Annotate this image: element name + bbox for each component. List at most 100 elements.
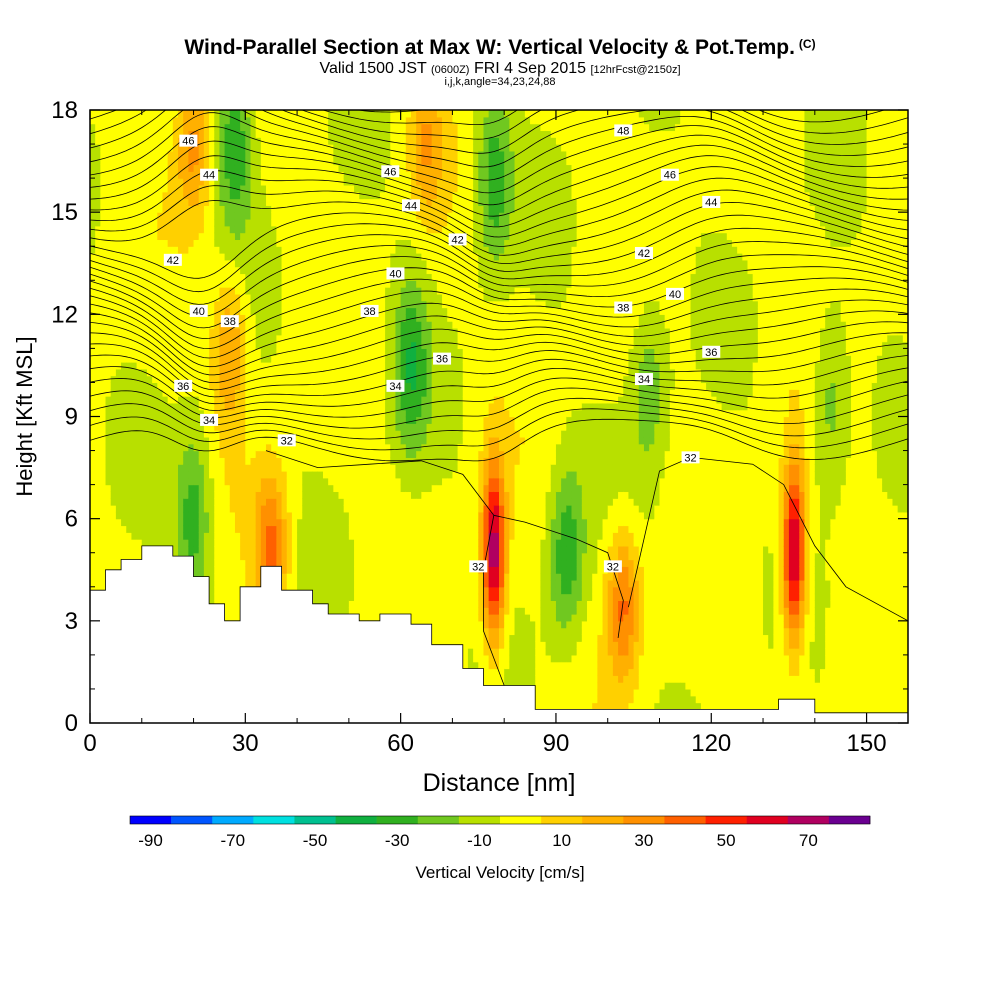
velocity-cell (137, 444, 143, 451)
velocity-cell (142, 396, 148, 403)
velocity-cell (152, 389, 158, 396)
velocity-cell (209, 199, 215, 206)
velocity-cell (209, 124, 215, 131)
velocity-cell (230, 539, 236, 546)
velocity-cell (199, 485, 205, 492)
velocity-cell (168, 246, 174, 253)
velocity-cell (100, 130, 106, 137)
velocity-cell (245, 464, 251, 471)
velocity-cell (162, 396, 168, 403)
velocity-cell (266, 417, 272, 424)
velocity-cell (245, 308, 251, 315)
velocity-cell (225, 226, 231, 233)
velocity-cell (142, 423, 148, 430)
velocity-cell (194, 164, 200, 171)
velocity-cell (219, 539, 225, 546)
velocity-cell (240, 553, 246, 560)
velocity-cell (126, 457, 132, 464)
velocity-cell (199, 491, 205, 498)
velocity-cell (137, 164, 143, 171)
velocity-cell (199, 117, 205, 124)
velocity-cell (111, 457, 117, 464)
velocity-cell (121, 423, 127, 430)
velocity-cell (204, 219, 210, 226)
velocity-cell (147, 539, 153, 546)
velocity-cell (121, 185, 127, 192)
velocity-cell (219, 505, 225, 512)
velocity-cell (235, 505, 241, 512)
velocity-cell (261, 348, 267, 355)
velocity-cell (235, 525, 241, 532)
velocity-cell (162, 417, 168, 424)
velocity-cell (235, 273, 241, 280)
velocity-cell (183, 512, 189, 519)
velocity-cell (266, 178, 272, 185)
velocity-cell (261, 144, 267, 151)
velocity-cell (147, 417, 153, 424)
velocity-cell (230, 151, 236, 158)
velocity-cell (106, 233, 112, 240)
velocity-cell (240, 212, 246, 219)
velocity-cell (214, 553, 220, 560)
velocity-cell (188, 512, 194, 519)
velocity-cell (266, 471, 272, 478)
velocity-cell (162, 144, 168, 151)
velocity-cell (178, 512, 184, 519)
velocity-cell (194, 212, 200, 219)
velocity-cell (261, 158, 267, 165)
velocity-cell (90, 314, 96, 321)
velocity-cell (225, 546, 231, 553)
velocity-cell (157, 130, 163, 137)
velocity-cell (157, 233, 163, 240)
velocity-cell (142, 280, 148, 287)
velocity-cell (116, 451, 122, 458)
velocity-cell (100, 471, 106, 478)
velocity-cell (168, 491, 174, 498)
velocity-cell (121, 335, 127, 342)
velocity-cell (111, 505, 117, 512)
velocity-cell (173, 205, 179, 212)
velocity-cell (230, 253, 236, 260)
velocity-cell (266, 212, 272, 219)
velocity-cell (188, 280, 194, 287)
velocity-cell (106, 444, 112, 451)
velocity-cell (261, 491, 267, 498)
velocity-cell (152, 491, 158, 498)
velocity-cell (225, 253, 231, 260)
velocity-cell (225, 464, 231, 471)
velocity-cell (183, 505, 189, 512)
velocity-cell (111, 417, 117, 424)
velocity-cell (111, 117, 117, 124)
velocity-cell (225, 471, 231, 478)
velocity-cell (204, 212, 210, 219)
velocity-cell (209, 192, 215, 199)
velocity-cell (95, 158, 101, 165)
velocity-cell (240, 457, 246, 464)
velocity-cell (147, 239, 153, 246)
velocity-cell (204, 498, 210, 505)
velocity-cell (106, 525, 112, 532)
velocity-cell (245, 246, 251, 253)
velocity-cell (219, 144, 225, 151)
velocity-cell (219, 560, 225, 567)
velocity-cell (162, 457, 168, 464)
velocity-cell (209, 560, 215, 567)
velocity-cell (209, 226, 215, 233)
velocity-cell (126, 369, 132, 376)
velocity-cell (219, 137, 225, 144)
velocity-cell (173, 124, 179, 131)
velocity-cell (90, 294, 96, 301)
velocity-cell (199, 328, 205, 335)
velocity-cell (131, 342, 137, 349)
velocity-cell (271, 444, 277, 451)
velocity-cell (147, 376, 153, 383)
velocity-cell (194, 219, 200, 226)
velocity-cell (204, 546, 210, 553)
velocity-cell (157, 287, 163, 294)
velocity-cell (188, 519, 194, 526)
velocity-cell (152, 308, 158, 315)
velocity-cell (126, 110, 132, 117)
velocity-cell (116, 362, 122, 369)
velocity-cell (147, 423, 153, 430)
velocity-cell (111, 478, 117, 485)
